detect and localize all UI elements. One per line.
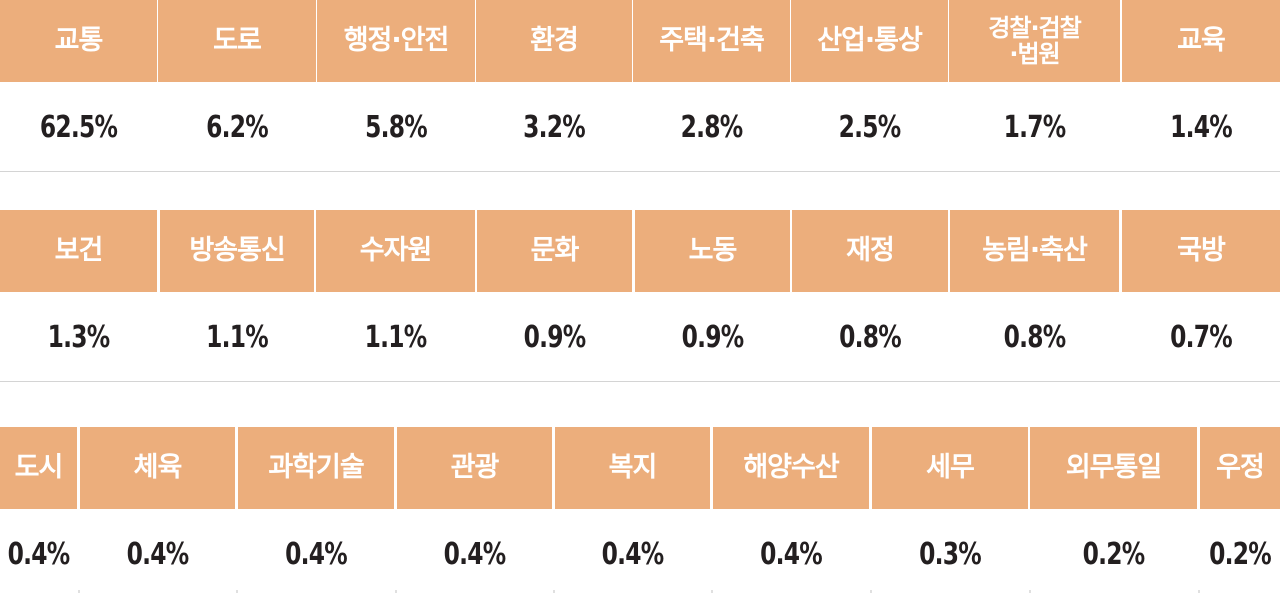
share-value: 0.4% <box>285 536 348 572</box>
header-row: 보건 방송통신 수자원 문화 노동 재정 농림·축산 국방 <box>0 210 1280 292</box>
share-value: 3.2% <box>523 109 586 145</box>
share-value: 62.5% <box>39 109 118 145</box>
category-label: 농림·축산 <box>950 210 1119 292</box>
category-label: 우정 <box>1200 427 1280 509</box>
value-row: 1.3% 1.1% 1.1% 0.9% 0.9% 0.8% 0.8% 0.7% <box>0 292 1280 382</box>
share-value: 6.2% <box>206 109 269 145</box>
share-value: 0.4% <box>443 536 507 572</box>
share-value: 1.1% <box>364 319 428 355</box>
column-rule <box>553 590 555 593</box>
share-value: 2.5% <box>838 109 902 145</box>
share-value: 0.9% <box>681 319 745 355</box>
value-row: 62.5% 6.2% 5.8% 3.2% 2.8% 2.5% 1.7% 1.4% <box>0 82 1280 172</box>
table-block-3: 도시 체육 과학기술 관광 복지 해양수산 세무 외무통일 우정 0.4% 0.4% 0.4% 0.4%… <box>0 427 1280 593</box>
share-value: 0.4% <box>760 536 823 572</box>
column-rule <box>236 590 238 593</box>
category-label: 재정 <box>792 210 948 292</box>
table-block-1: 교통 도로 행정·안전 환경 주택·건축 산업·통상 경찰·검찰 ·법원 교육 62.5% 6.2… <box>0 0 1280 172</box>
category-label: 수자원 <box>316 210 475 292</box>
category-label: 행정·안전 <box>317 0 475 82</box>
category-label: 도로 <box>158 0 316 82</box>
category-label: 주택·건축 <box>633 0 790 82</box>
share-value: 1.1% <box>206 319 269 355</box>
share-value: 0.9% <box>523 319 587 355</box>
share-value: 2.8% <box>680 109 744 145</box>
column-rule <box>78 590 80 593</box>
share-value: 1.7% <box>1003 109 1067 145</box>
category-label: 국방 <box>1122 210 1280 292</box>
share-value: 0.2% <box>1082 536 1146 572</box>
category-label: 과학기술 <box>238 427 394 509</box>
category-label: 체육 <box>80 427 235 509</box>
category-label: 문화 <box>477 210 632 292</box>
category-label: 도시 <box>0 427 77 509</box>
column-rule <box>870 590 872 593</box>
category-label: 세무 <box>872 427 1028 509</box>
header-row: 교통 도로 행정·안전 환경 주택·건축 산업·통상 경찰·검찰 ·법원 교육 <box>0 0 1280 82</box>
share-value: 0.7% <box>1170 319 1233 355</box>
share-value: 5.8% <box>365 109 428 145</box>
category-label: 복지 <box>555 427 710 509</box>
column-rule <box>1198 590 1200 593</box>
table-block-2: 보건 방송통신 수자원 문화 노동 재정 농림·축산 국방 1.3% 1.1% 1.1% 0.9% 0.… <box>0 210 1280 382</box>
share-value: 0.8% <box>1003 319 1067 355</box>
share-value: 1.3% <box>47 319 111 355</box>
category-label: 외무통일 <box>1030 427 1197 509</box>
category-label: 방송통신 <box>160 210 314 292</box>
share-value: 0.4% <box>601 536 665 572</box>
share-value: 1.4% <box>1170 109 1233 145</box>
column-rule <box>395 590 397 593</box>
category-label: 해양수산 <box>713 427 869 509</box>
share-value: 0.3% <box>919 536 982 572</box>
share-value: 0.4% <box>126 536 190 572</box>
share-value: 0.2% <box>1209 536 1272 572</box>
row-divider <box>0 171 1280 172</box>
value-row: 0.4% 0.4% 0.4% 0.4% 0.4% 0.4% 0.3% 0.2% 0.2% <box>0 509 1280 593</box>
column-rule <box>711 590 713 593</box>
column-rule <box>1029 590 1031 593</box>
row-divider <box>0 381 1280 382</box>
share-value: 0.4% <box>7 536 71 572</box>
header-row: 도시 체육 과학기술 관광 복지 해양수산 세무 외무통일 우정 <box>0 427 1280 509</box>
category-label: 보건 <box>0 210 157 292</box>
category-label: 산업·통상 <box>791 0 948 82</box>
share-value: 0.8% <box>839 319 902 355</box>
category-label: 교통 <box>0 0 157 82</box>
category-label: 교육 <box>1122 0 1280 82</box>
category-label: 관광 <box>397 427 552 509</box>
category-label: 환경 <box>476 0 632 82</box>
category-label: 경찰·검찰 ·법원 <box>949 0 1120 82</box>
category-label: 노동 <box>635 210 790 292</box>
